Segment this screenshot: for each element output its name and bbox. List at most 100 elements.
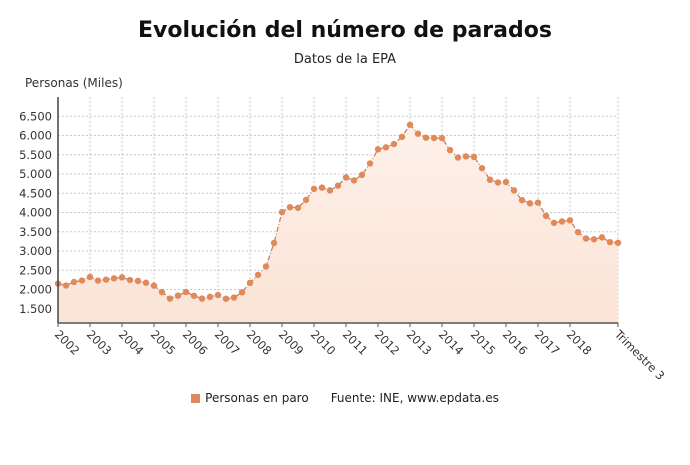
data-point bbox=[94, 277, 102, 284]
data-point bbox=[262, 263, 270, 270]
x-tick-label: 2015 bbox=[468, 327, 499, 358]
data-point bbox=[86, 273, 94, 281]
y-tick-label: 4.500 bbox=[19, 186, 52, 200]
data-point bbox=[222, 295, 230, 302]
data-point bbox=[526, 200, 534, 207]
data-point bbox=[446, 146, 454, 154]
x-tick-label: 2013 bbox=[404, 327, 435, 358]
data-point bbox=[398, 133, 406, 141]
y-tick-label: 5.500 bbox=[19, 148, 52, 162]
legend: Personas en paro Fuente: INE, www.epdata.… bbox=[0, 391, 690, 405]
data-point bbox=[470, 153, 478, 161]
data-point bbox=[486, 176, 494, 183]
data-point bbox=[414, 130, 422, 137]
data-point bbox=[214, 291, 222, 299]
x-tick-label: 2005 bbox=[148, 327, 179, 358]
data-point bbox=[566, 217, 574, 224]
data-point bbox=[302, 196, 310, 204]
data-point bbox=[350, 177, 358, 184]
data-point bbox=[374, 146, 382, 153]
legend-label: Personas en paro bbox=[205, 391, 309, 405]
data-point bbox=[182, 288, 190, 296]
data-point bbox=[286, 203, 294, 211]
x-tick-label: 2012 bbox=[372, 327, 403, 358]
data-point bbox=[614, 239, 622, 246]
x-tick-label: 2011 bbox=[340, 327, 371, 358]
data-point bbox=[518, 196, 526, 204]
data-point bbox=[558, 218, 566, 225]
data-point bbox=[190, 292, 198, 299]
data-point bbox=[358, 171, 366, 179]
data-point bbox=[582, 235, 590, 242]
x-tick-label: 2004 bbox=[116, 327, 147, 358]
data-point bbox=[494, 179, 502, 186]
x-tick-label: Trimestre 3 bbox=[611, 327, 667, 383]
data-point bbox=[118, 274, 126, 281]
data-point bbox=[342, 174, 350, 181]
data-point bbox=[110, 275, 118, 282]
data-point bbox=[150, 282, 158, 289]
x-tick-label: 2002 bbox=[52, 327, 83, 358]
y-tick-label: 6.500 bbox=[19, 109, 52, 123]
data-point bbox=[230, 294, 238, 301]
data-point bbox=[502, 178, 510, 186]
data-point bbox=[438, 134, 446, 142]
x-tick-label: 2018 bbox=[564, 327, 595, 358]
data-point bbox=[542, 212, 550, 220]
x-tick-label: 2009 bbox=[276, 327, 307, 358]
data-point bbox=[198, 295, 206, 302]
data-point bbox=[78, 277, 86, 284]
data-point bbox=[550, 219, 558, 227]
x-tick-label: 2017 bbox=[532, 327, 563, 358]
data-point bbox=[126, 276, 134, 284]
source-note: Fuente: INE, www.epdata.es bbox=[330, 391, 499, 405]
data-point bbox=[430, 134, 438, 142]
data-point bbox=[238, 289, 246, 296]
data-point bbox=[246, 279, 254, 287]
data-point bbox=[574, 228, 582, 236]
data-point bbox=[310, 185, 318, 193]
data-point bbox=[318, 184, 326, 191]
x-tick-label: 2003 bbox=[84, 327, 115, 358]
data-point bbox=[278, 208, 286, 216]
x-tick-label: 2008 bbox=[244, 327, 275, 358]
legend-swatch bbox=[191, 394, 201, 403]
x-tick-label: 2016 bbox=[500, 327, 531, 358]
data-point bbox=[366, 160, 374, 167]
y-tick-label: 5.000 bbox=[19, 167, 52, 181]
y-tick-label: 2.000 bbox=[19, 283, 52, 297]
data-point bbox=[462, 153, 470, 160]
data-point bbox=[142, 279, 150, 286]
x-tick-label: 2006 bbox=[180, 327, 211, 358]
chart-subtitle: Datos de la EPA bbox=[293, 52, 397, 67]
data-point bbox=[158, 288, 166, 296]
data-point bbox=[326, 187, 334, 194]
data-point bbox=[294, 204, 302, 211]
data-point bbox=[510, 187, 518, 194]
data-point bbox=[606, 238, 614, 246]
data-point bbox=[590, 236, 598, 243]
data-point bbox=[134, 277, 142, 285]
data-point bbox=[254, 271, 262, 279]
x-tick-label: 2014 bbox=[436, 327, 467, 358]
data-point bbox=[382, 144, 390, 151]
data-point bbox=[478, 165, 486, 172]
data-point bbox=[422, 134, 430, 141]
data-point bbox=[598, 234, 606, 241]
y-tick-label: 3.500 bbox=[19, 225, 52, 239]
y-tick-label: 4.000 bbox=[19, 206, 52, 220]
data-point bbox=[174, 292, 182, 299]
y-tick-label: 1.500 bbox=[19, 302, 52, 316]
data-point bbox=[454, 154, 462, 161]
x-tick-label: 2007 bbox=[212, 327, 243, 358]
y-tick-label: 3.000 bbox=[19, 244, 52, 258]
data-point bbox=[270, 239, 278, 247]
y-tick-label: 2.500 bbox=[19, 263, 52, 277]
data-point bbox=[62, 282, 70, 289]
data-point bbox=[534, 199, 542, 206]
data-point bbox=[70, 278, 78, 286]
chart-title: Evolución del número de parados bbox=[138, 18, 552, 43]
data-point bbox=[334, 182, 342, 189]
data-point bbox=[102, 276, 110, 283]
